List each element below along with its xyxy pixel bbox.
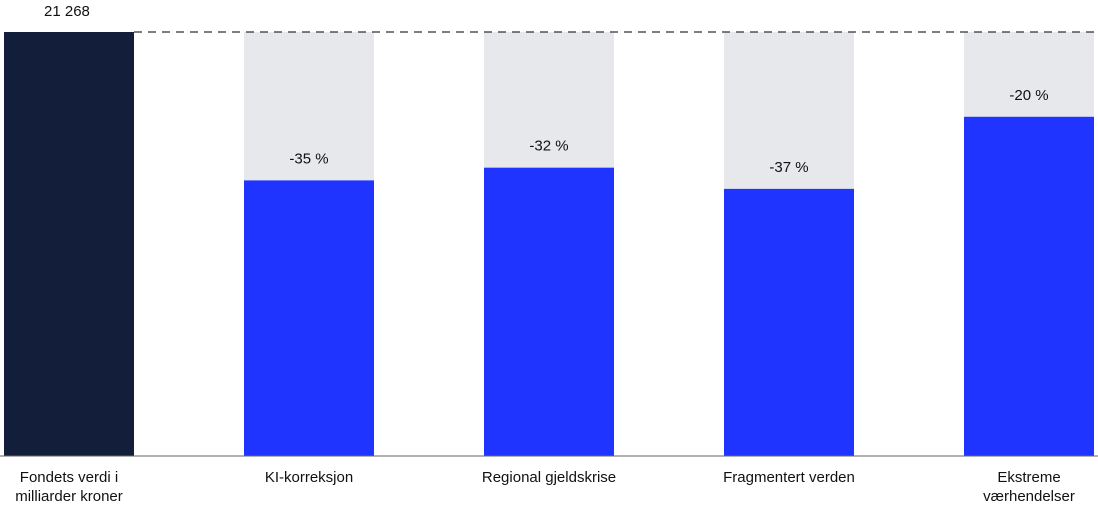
value-label: -20 %: [1009, 87, 1048, 104]
bar: [484, 167, 614, 456]
value-label: -35 %: [289, 150, 328, 167]
x-tick-label: KI-korreksjon: [264, 469, 354, 486]
fund-bar: [4, 32, 134, 456]
x-tick-label: Fragmentert verden: [723, 469, 855, 486]
fund-value-label: 21 268: [44, 3, 90, 20]
x-tick-label: Regional gjeldskrise: [481, 469, 617, 486]
x-tick-label: Fondets verdi i milliarder kroner: [15, 469, 123, 505]
x-tick-label: Ekstreme værhendelser: [983, 469, 1075, 505]
bar: [244, 180, 374, 456]
value-label: -32 %: [529, 138, 568, 155]
value-label: -37 %: [769, 159, 808, 176]
bar: [724, 188, 854, 456]
bar: [964, 116, 1094, 457]
